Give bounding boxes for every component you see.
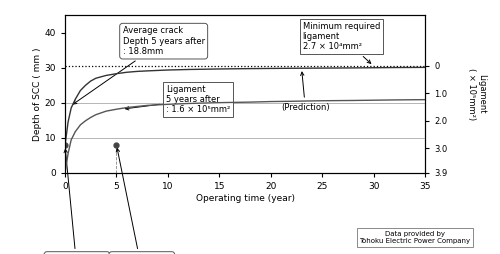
Text: Average crack
Depth 5 years after
: 18.8mm: Average crack Depth 5 years after : 18.8… — [74, 26, 204, 104]
Text: 16th outage
average crack
depth 8.0mm: 16th outage average crack depth 8.0mm — [112, 149, 172, 254]
Text: 15th outage
average crack
depth 7.8mm: 15th outage average crack depth 7.8mm — [47, 149, 107, 254]
Text: Minimum required
ligament
2.7 × 10⁴mm²: Minimum required ligament 2.7 × 10⁴mm² — [302, 22, 380, 64]
Text: Data provided by
Tohoku Electric Power Company: Data provided by Tohoku Electric Power C… — [360, 231, 470, 244]
Text: Ligament
5 years after
: 1.6 × 10⁵mm²: Ligament 5 years after : 1.6 × 10⁵mm² — [126, 85, 230, 114]
Y-axis label: Depth of SCC ( mm ): Depth of SCC ( mm ) — [32, 47, 42, 141]
Text: (Prediction): (Prediction) — [281, 72, 330, 112]
Y-axis label: Ligament
( × 10⁵mm²): Ligament ( × 10⁵mm²) — [466, 68, 486, 120]
X-axis label: Operating time (year): Operating time (year) — [196, 194, 294, 202]
